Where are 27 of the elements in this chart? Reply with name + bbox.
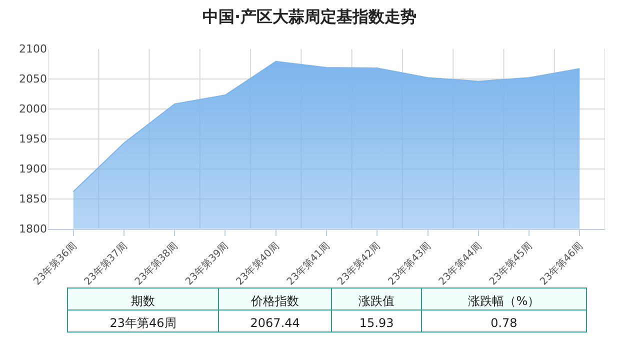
chart-title: 中国·产区大蒜周定基指数走势 — [202, 6, 417, 26]
x-tick-label: 23年第38周 — [132, 240, 180, 288]
y-tick-label: 1850 — [19, 192, 47, 206]
x-tick-label: 23年第39周 — [183, 240, 231, 288]
text: 0.78 — [490, 316, 518, 330]
text: 2067.44 — [250, 316, 300, 330]
x-tick-label: 23年第41周 — [284, 240, 332, 288]
text: 15.93 — [359, 316, 394, 330]
x-tick-label: 23年第43周 — [386, 240, 434, 288]
y-tick-label: 1900 — [19, 162, 47, 176]
x-tick-label: 23年第40周 — [234, 240, 282, 288]
y-tick-label: 2000 — [19, 102, 47, 116]
text: 期数 — [130, 294, 155, 308]
y-tick-label: 1950 — [19, 132, 47, 146]
x-tick-label: 23年第36周 — [31, 240, 79, 288]
y-tick-label: 2050 — [19, 72, 47, 86]
x-tick-label: 23年第42周 — [335, 240, 383, 288]
x-tick-label: 23年第46周 — [538, 240, 586, 288]
text: 涨跌值 — [358, 294, 395, 308]
text: 23年第46周 — [110, 316, 176, 330]
text: 涨跌幅（%） — [468, 294, 540, 308]
x-tick-label: 23年第37周 — [82, 240, 130, 288]
text: 价格指数 — [250, 294, 300, 308]
y-tick-label: 2100 — [19, 42, 47, 56]
y-tick-label: 1800 — [19, 222, 47, 236]
x-tick-label: 23年第44周 — [436, 240, 484, 288]
x-tick-label: 23年第45周 — [487, 240, 535, 288]
